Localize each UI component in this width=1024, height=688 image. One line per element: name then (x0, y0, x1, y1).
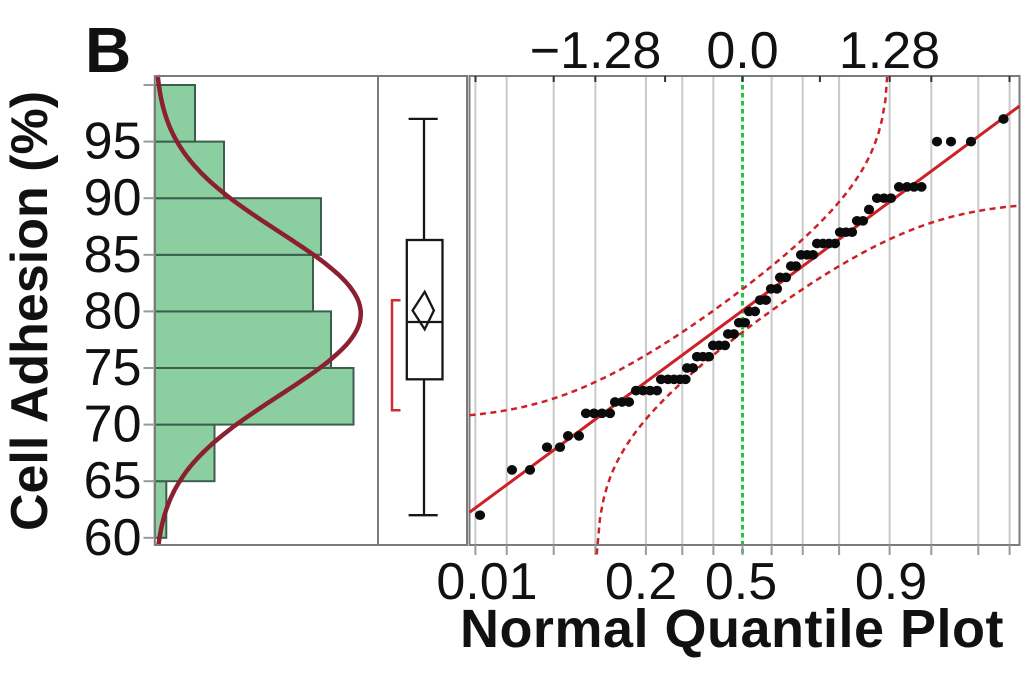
svg-text:60: 60 (84, 509, 142, 567)
svg-text:90: 90 (84, 169, 142, 227)
svg-text:Normal Quantile Plot: Normal Quantile Plot (460, 599, 1004, 659)
svg-text:1.28: 1.28 (839, 22, 940, 80)
svg-text:80: 80 (84, 282, 142, 340)
svg-text:0.9: 0.9 (855, 553, 927, 611)
svg-text:Cell Adhesion (%): Cell Adhesion (%) (1, 91, 59, 531)
svg-text:0.2: 0.2 (605, 553, 677, 611)
svg-text:95: 95 (84, 113, 142, 171)
svg-text:−1.28: −1.28 (530, 22, 662, 80)
svg-text:0.0: 0.0 (706, 22, 778, 80)
svg-text:0.01: 0.01 (436, 553, 537, 611)
svg-text:75: 75 (84, 339, 142, 397)
svg-text:70: 70 (84, 396, 142, 454)
svg-text:B: B (85, 14, 131, 86)
svg-text:65: 65 (84, 452, 142, 510)
svg-text:0.5: 0.5 (705, 553, 777, 611)
svg-text:85: 85 (84, 226, 142, 284)
